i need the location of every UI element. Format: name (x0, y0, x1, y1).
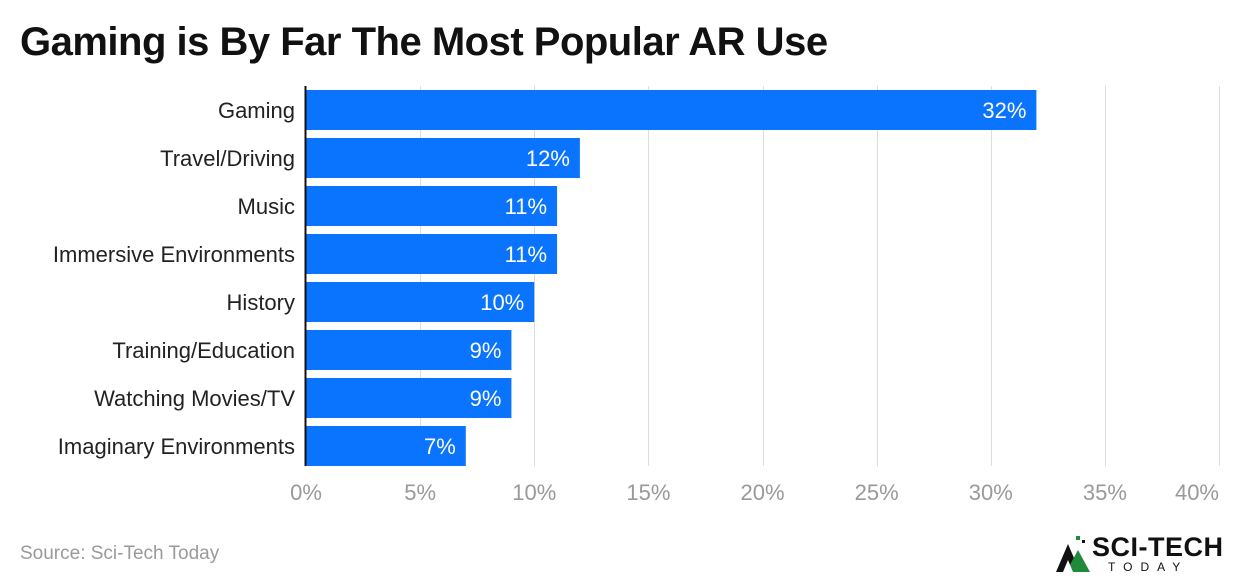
bar (306, 186, 558, 226)
data-label: 10% (480, 290, 524, 315)
category-label: Training/Education (112, 338, 295, 363)
x-tick-label: 0% (290, 480, 322, 505)
bar (306, 234, 558, 274)
logo-mountain-icon (1056, 536, 1090, 572)
bar (306, 138, 580, 178)
bar (306, 90, 1037, 130)
logo-subtext: TODAY (1108, 560, 1189, 574)
x-tick-label: 20% (740, 480, 784, 505)
data-label: 12% (526, 146, 570, 171)
x-tick-label: 5% (404, 480, 436, 505)
category-label: Immersive Environments (53, 242, 295, 267)
data-label: 32% (982, 98, 1026, 123)
category-label: History (227, 290, 295, 315)
bar (306, 282, 535, 322)
x-tick-label: 25% (855, 480, 899, 505)
source-note: Source: Sci-Tech Today (20, 543, 220, 564)
data-label: 11% (505, 242, 547, 267)
category-label: Watching Movies/TV (94, 386, 295, 411)
category-label: Travel/Driving (160, 146, 295, 171)
x-tick-label: 10% (512, 480, 556, 505)
bar (306, 426, 466, 466)
x-tick-label: 30% (969, 480, 1013, 505)
bar (306, 330, 512, 370)
x-tick-label: 40% (1175, 480, 1219, 505)
x-tick-label: 15% (626, 480, 670, 505)
category-label: Gaming (218, 98, 295, 123)
data-label: 9% (470, 338, 502, 363)
chart-title: Gaming is By Far The Most Popular AR Use (20, 20, 828, 64)
bar (306, 378, 512, 418)
logo-text: SCI-TECH (1092, 532, 1224, 562)
sci-tech-logo: SCI-TECH TODAY (1052, 532, 1232, 576)
category-label: Music (238, 194, 295, 219)
data-label: 11% (505, 194, 547, 219)
x-tick-label: 35% (1083, 480, 1127, 505)
data-label: 9% (470, 386, 502, 411)
category-label: Imaginary Environments (58, 434, 295, 459)
data-label: 7% (424, 434, 456, 459)
